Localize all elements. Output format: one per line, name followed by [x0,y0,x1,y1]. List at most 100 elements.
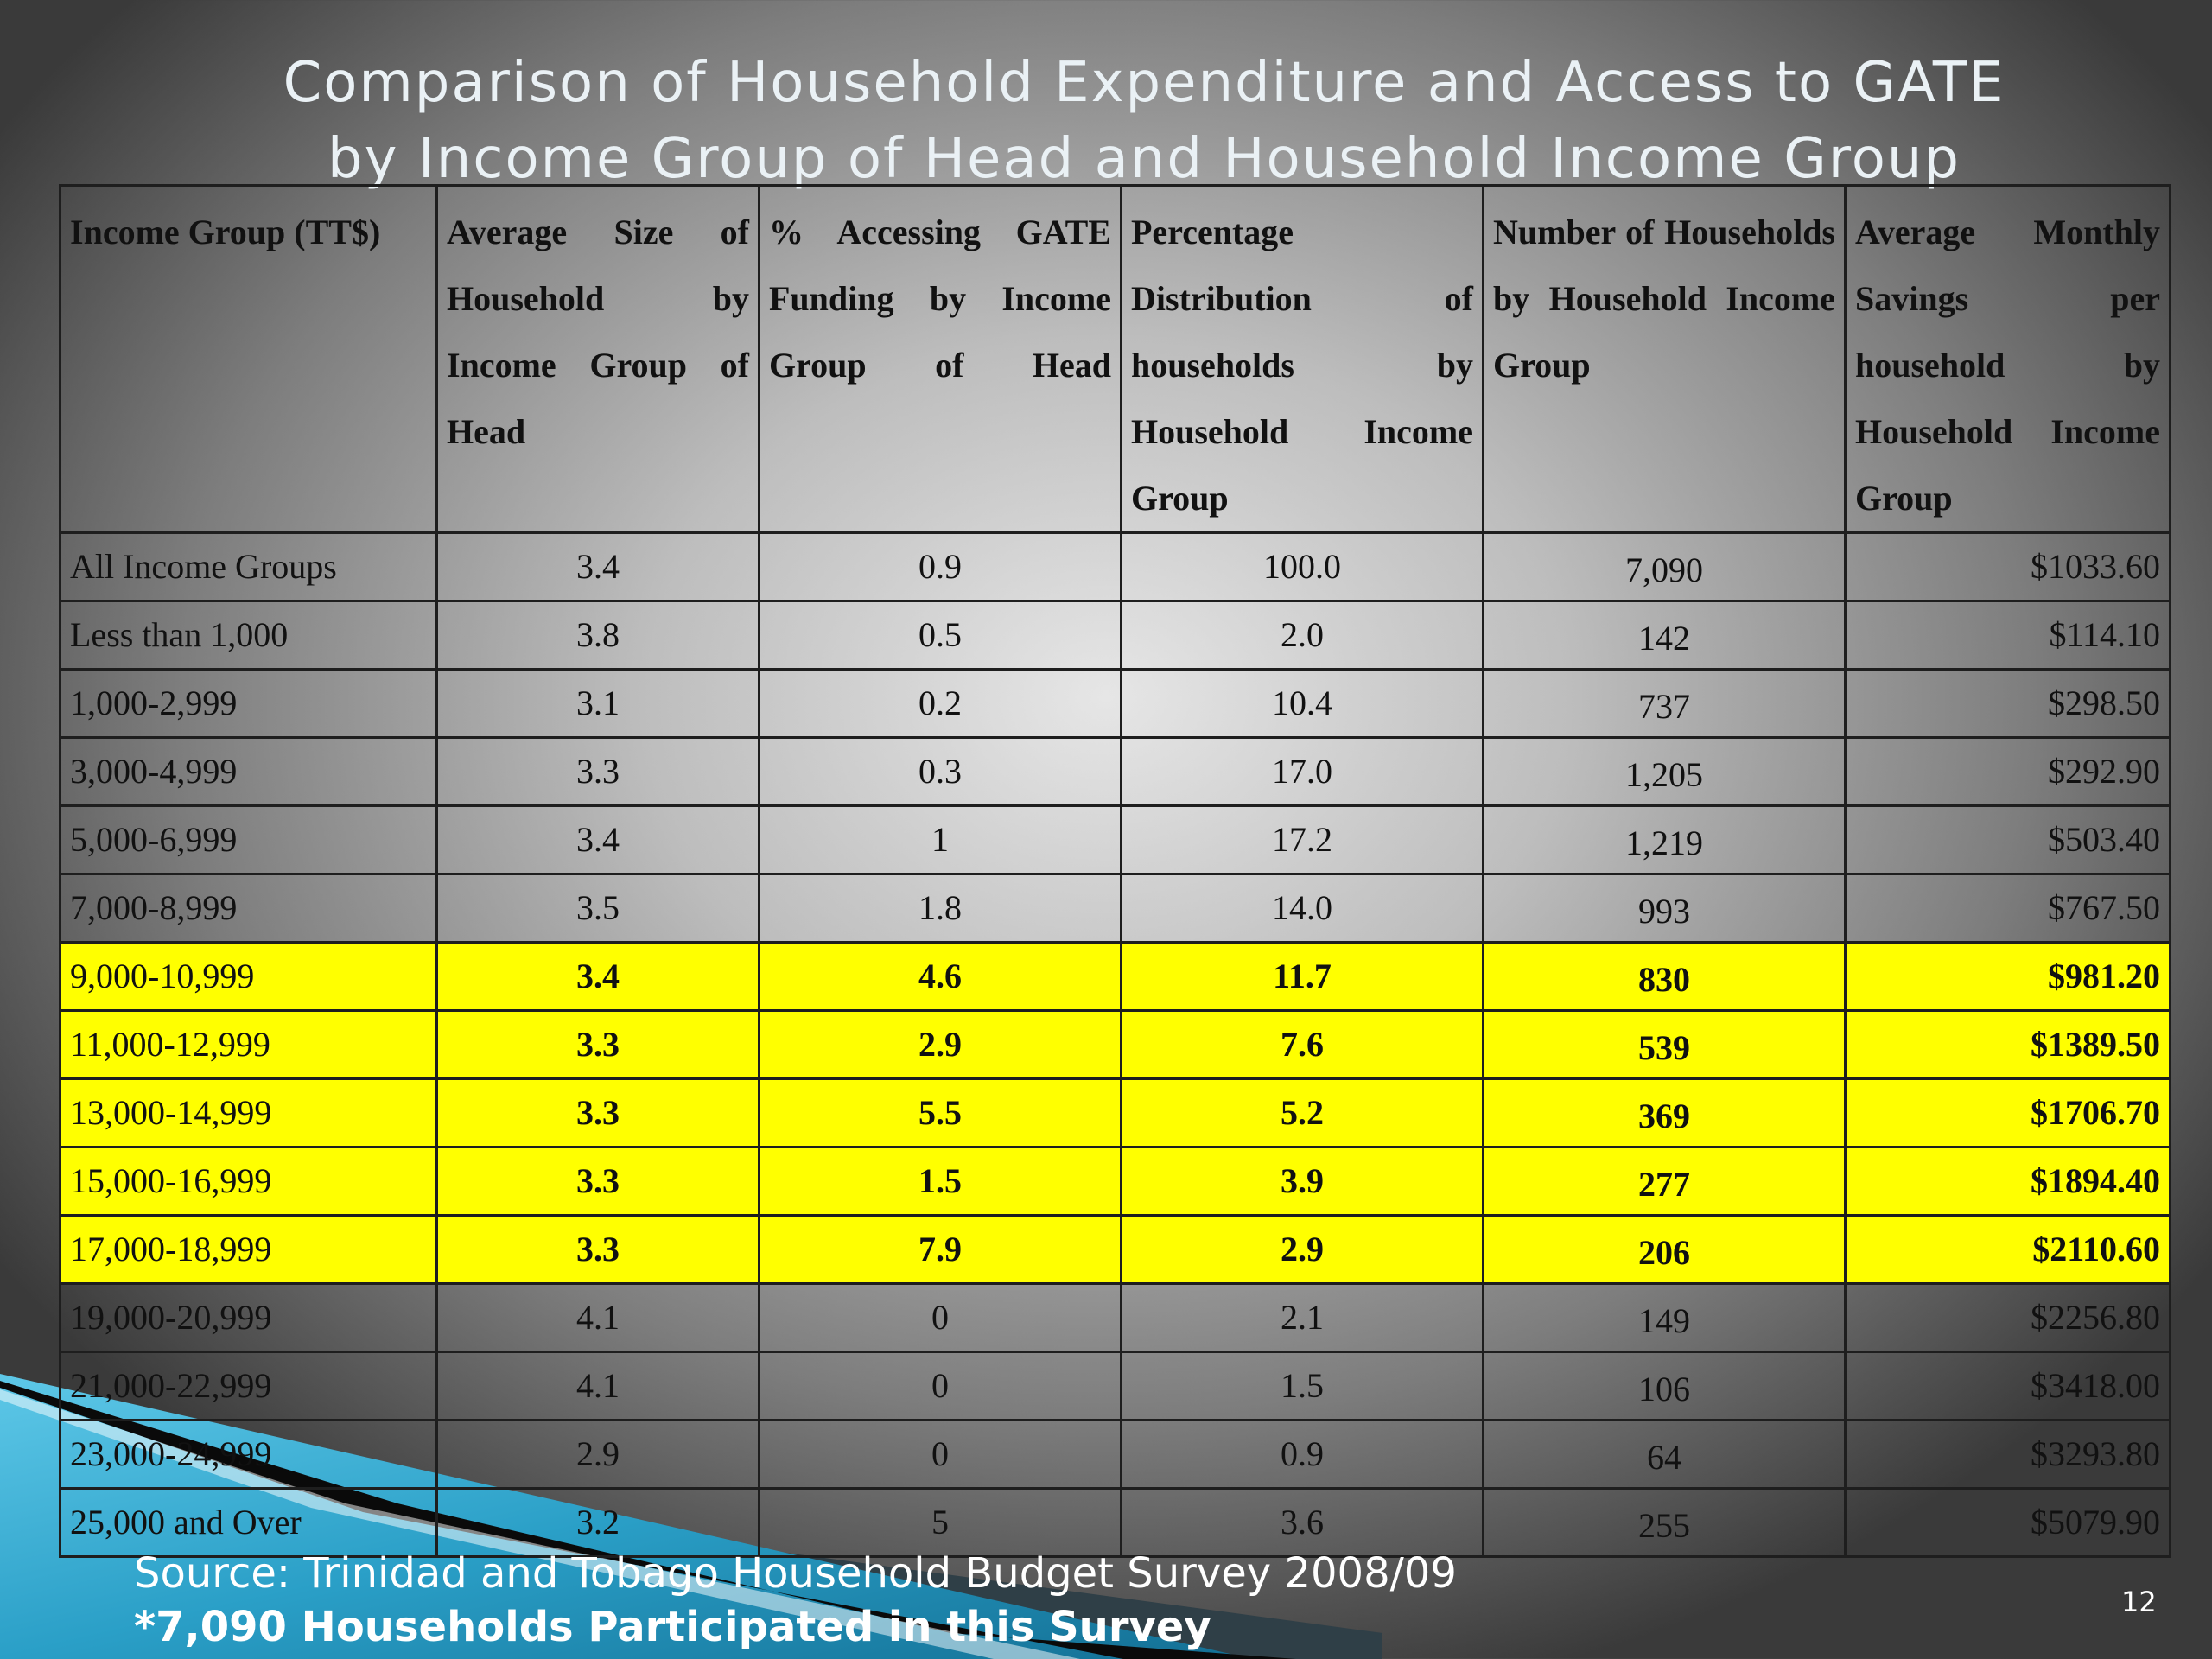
distribution-cell: 17.0 [1120,736,1484,807]
avg-size-cell: 2.9 [435,1419,760,1490]
table-row: 11,000-12,999 3.3 2.9 7.6 539 $1389.50 [59,1009,2171,1080]
gate-pct-cell: 0.5 [758,600,1122,671]
households-cell: 64 [1482,1419,1847,1490]
households-cell: 369 [1482,1077,1847,1148]
footer: Source: Trinidad and Tobago Household Bu… [134,1547,1457,1654]
gate-pct-cell: 2.9 [758,1009,1122,1080]
savings-cell: $767.50 [1844,873,2171,944]
gate-pct-cell: 7.9 [758,1214,1122,1285]
table-row: 7,000-8,999 3.5 1.8 14.0 993 $767.50 [59,873,2171,944]
table-row: 17,000-18,999 3.3 7.9 2.9 206 $2110.60 [59,1214,2171,1285]
distribution-cell: 7.6 [1120,1009,1484,1080]
gate-pct-cell: 4.6 [758,941,1122,1012]
distribution-cell: 0.9 [1120,1419,1484,1490]
distribution-cell: 11.7 [1120,941,1484,1012]
avg-size-cell: 3.3 [435,1146,760,1217]
table-row: 13,000-14,999 3.3 5.5 5.2 369 $1706.70 [59,1077,2171,1148]
gate-pct-cell: 5.5 [758,1077,1122,1148]
avg-size-cell: 3.4 [435,531,760,602]
header-avg-household-size: Average Size of Household by Income Grou… [435,184,760,534]
source-text: Source: Trinidad and Tobago Household Bu… [134,1549,1457,1598]
avg-size-cell: 3.3 [435,736,760,807]
income-group-cell: 11,000-12,999 [59,1009,438,1080]
savings-cell: $2256.80 [1844,1282,2171,1353]
households-cell: 539 [1482,1009,1847,1080]
table-row: 21,000-22,999 4.1 0 1.5 106 $3418.00 [59,1351,2171,1421]
avg-size-cell: 3.2 [435,1487,760,1558]
table-row: 23,000-24,999 2.9 0 0.9 64 $3293.80 [59,1419,2171,1490]
households-cell: 830 [1482,941,1847,1012]
income-group-cell: 13,000-14,999 [59,1077,438,1148]
savings-cell: $5079.90 [1844,1487,2171,1558]
distribution-cell: 1.5 [1120,1351,1484,1421]
header-income-group: Income Group (TT$) [59,184,438,534]
savings-cell: $3418.00 [1844,1351,2171,1421]
savings-cell: $503.40 [1844,804,2171,875]
households-cell: 149 [1482,1282,1847,1353]
title-line-1: Comparison of Household Expenditure and … [283,51,2005,115]
table-row: 5,000-6,999 3.4 1 17.2 1,219 $503.40 [59,804,2171,875]
avg-size-cell: 3.3 [435,1077,760,1148]
households-cell: 277 [1482,1146,1847,1217]
table-row: 19,000-20,999 4.1 0 2.1 149 $2256.80 [59,1282,2171,1353]
distribution-cell: 2.1 [1120,1282,1484,1353]
distribution-cell: 17.2 [1120,804,1484,875]
avg-size-cell: 3.4 [435,941,760,1012]
title-line-2: by Income Group of Head and Household In… [327,127,1961,191]
distribution-cell: 5.2 [1120,1077,1484,1148]
income-group-cell: 5,000-6,999 [59,804,438,875]
distribution-cell: 3.9 [1120,1146,1484,1217]
households-cell: 142 [1482,600,1847,671]
page-number: 12 [2121,1586,2157,1618]
savings-cell: $3293.80 [1844,1419,2171,1490]
distribution-cell: 2.9 [1120,1214,1484,1285]
households-cell: 1,219 [1482,804,1847,875]
header-pct-distribution: Percentage Distribution of households by… [1120,184,1484,534]
avg-size-cell: 3.3 [435,1214,760,1285]
households-cell: 993 [1482,873,1847,944]
income-group-cell: 19,000-20,999 [59,1282,438,1353]
distribution-cell: 10.4 [1120,668,1484,739]
avg-size-cell: 3.1 [435,668,760,739]
gate-pct-cell: 0.2 [758,668,1122,739]
survey-note: *7,090 Households Participated in this S… [134,1603,1211,1651]
header-pct-accessing-gate: % Accessing GATE Funding by Income Group… [758,184,1122,534]
income-group-cell: 7,000-8,999 [59,873,438,944]
distribution-cell: 100.0 [1120,531,1484,602]
savings-cell: $1389.50 [1844,1009,2171,1080]
income-group-cell: 23,000-24,999 [59,1419,438,1490]
table-body: All Income Groups 3.4 0.9 100.0 7,090 $1033.6… [59,531,2171,1558]
income-group-cell: 17,000-18,999 [59,1214,438,1285]
gate-pct-cell: 0 [758,1351,1122,1421]
savings-cell: $981.20 [1844,941,2171,1012]
table-row: 9,000-10,999 3.4 4.6 11.7 830 $981.20 [59,941,2171,1012]
savings-cell: $2110.60 [1844,1214,2171,1285]
income-group-cell: 1,000-2,999 [59,668,438,739]
income-group-cell: 15,000-16,999 [59,1146,438,1217]
savings-cell: $1894.40 [1844,1146,2171,1217]
avg-size-cell: 3.8 [435,600,760,671]
avg-size-cell: 3.3 [435,1009,760,1080]
savings-cell: $298.50 [1844,668,2171,739]
households-cell: 255 [1482,1487,1847,1558]
gate-pct-cell: 0 [758,1419,1122,1490]
gate-pct-cell: 0.3 [758,736,1122,807]
households-cell: 7,090 [1482,531,1847,602]
table-row: 1,000-2,999 3.1 0.2 10.4 737 $298.50 [59,668,2171,739]
gate-pct-cell: 0.9 [758,531,1122,602]
table-row: Less than 1,000 3.8 0.5 2.0 142 $114.10 [59,600,2171,671]
income-group-cell: All Income Groups [59,531,438,602]
gate-pct-cell: 5 [758,1487,1122,1558]
distribution-cell: 2.0 [1120,600,1484,671]
households-cell: 206 [1482,1214,1847,1285]
table-row: All Income Groups 3.4 0.9 100.0 7,090 $1033.6… [59,531,2171,602]
households-cell: 1,205 [1482,736,1847,807]
savings-cell: $292.90 [1844,736,2171,807]
avg-size-cell: 3.5 [435,873,760,944]
savings-cell: $1033.60 [1844,531,2171,602]
income-group-table: Income Group (TT$) Average Size of House… [59,184,2171,1558]
distribution-cell: 3.6 [1120,1487,1484,1558]
income-group-cell: Less than 1,000 [59,600,438,671]
avg-size-cell: 3.4 [435,804,760,875]
table-row: 3,000-4,999 3.3 0.3 17.0 1,205 $292.90 [59,736,2171,807]
